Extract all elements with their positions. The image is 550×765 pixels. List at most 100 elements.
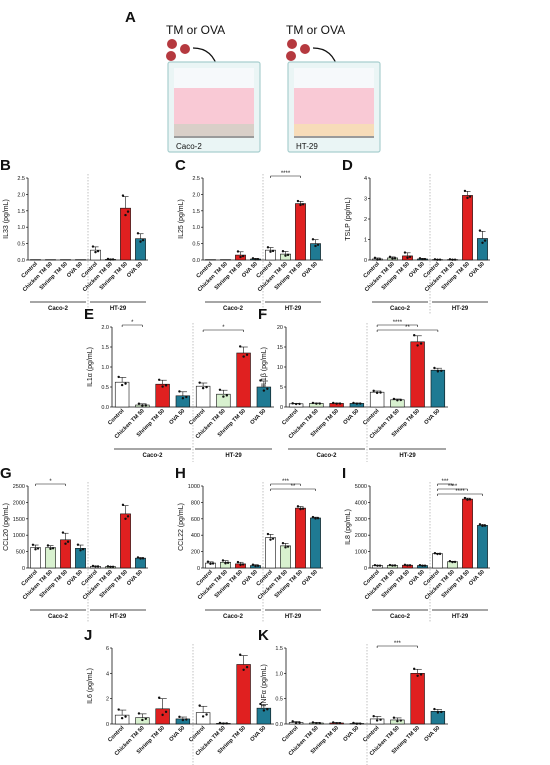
well-ht29: HT-29: [287, 61, 381, 153]
data-point: [241, 563, 245, 566]
group-label: HT-29: [285, 614, 302, 620]
category-label: Shrimp TM 50: [274, 261, 304, 291]
data-point: [406, 564, 409, 567]
data-point: [335, 722, 338, 725]
significance-label: ***: [441, 479, 449, 485]
bar: [114, 714, 130, 725]
data-point: [209, 562, 212, 566]
y-tick-label: 10: [277, 365, 283, 371]
particle-icon: [166, 51, 176, 61]
data-point: [66, 540, 70, 543]
data-point: [315, 402, 318, 405]
data-point: [31, 543, 35, 546]
data-point: [141, 557, 145, 560]
particle-icon: [167, 39, 177, 49]
data-point: [373, 563, 377, 567]
panel-label-a: A: [125, 9, 136, 26]
data-point: [262, 709, 266, 712]
data-point: [205, 385, 208, 389]
y-tick-label: 2: [364, 217, 367, 223]
group-label: Caco-2: [223, 306, 244, 312]
data-point: [281, 541, 285, 545]
data-point: [181, 718, 185, 722]
data-point: [338, 402, 342, 405]
bar: [195, 385, 211, 408]
data-point: [222, 395, 225, 398]
category-label: Shrimp TM 50: [39, 261, 69, 291]
data-point: [436, 711, 440, 714]
bar: [120, 513, 131, 569]
data-point: [311, 401, 315, 405]
y-tick-label: 1.0: [192, 225, 200, 231]
data-point: [433, 551, 437, 555]
data-point: [34, 548, 37, 551]
category-label: Shrimp TM 50: [214, 569, 244, 599]
data-point: [91, 245, 95, 248]
category-label: OVA 50: [126, 569, 144, 587]
y-tick-label: 2: [106, 697, 109, 703]
data-point: [481, 524, 484, 528]
panel-label: G: [0, 465, 12, 482]
bar: [280, 545, 291, 569]
data-point: [256, 564, 260, 567]
data-point: [161, 713, 164, 717]
y-axis-label: IL6 (pg/mL): [87, 668, 94, 704]
data-point: [388, 563, 392, 567]
bar: [310, 517, 321, 569]
data-point: [478, 523, 482, 526]
data-point: [388, 255, 392, 259]
category-label: OVA 50: [423, 408, 441, 426]
data-point: [393, 257, 397, 260]
category-label: OVA 50: [168, 725, 186, 743]
category-label: Control: [107, 725, 126, 744]
panel-label: H: [175, 465, 186, 482]
bar: [462, 195, 473, 261]
data-point: [463, 189, 467, 193]
y-tick-label: 600: [191, 517, 200, 523]
data-point: [91, 564, 95, 568]
data-point: [440, 710, 443, 714]
data-point: [61, 531, 65, 534]
data-point: [36, 547, 40, 550]
group-label: Caco-2: [390, 614, 411, 620]
data-point: [161, 385, 164, 388]
group-label: HT-29: [110, 614, 127, 620]
bar: [369, 391, 385, 408]
data-point: [318, 402, 322, 405]
data-point: [466, 498, 469, 501]
data-point: [94, 565, 97, 568]
bar: [236, 352, 251, 408]
bar: [295, 507, 306, 569]
data-point: [144, 717, 148, 721]
data-point: [242, 355, 245, 358]
data-point: [314, 517, 317, 520]
y-tick-label: 15: [277, 345, 283, 351]
data-point: [245, 665, 249, 669]
panel-label: B: [0, 157, 11, 174]
y-tick-label: 0: [106, 722, 109, 728]
data-point: [286, 545, 290, 548]
data-point: [96, 565, 100, 568]
data-point: [211, 562, 215, 565]
y-tick-label: 2.0: [17, 192, 25, 198]
data-point: [355, 722, 359, 725]
data-point: [124, 715, 127, 718]
y-tick-label: 4: [364, 176, 367, 182]
group-label: Caco-2: [223, 614, 244, 620]
y-tick-label: 0: [22, 566, 25, 572]
data-point: [222, 722, 225, 725]
group-label: HT-29: [225, 453, 242, 459]
data-point: [178, 390, 181, 393]
data-point: [271, 249, 275, 253]
category-label: OVA 50: [342, 408, 360, 426]
significance-label: *: [222, 325, 225, 331]
y-tick-label: 0.5: [17, 242, 25, 248]
significance-label: ***: [282, 479, 290, 485]
panel-label: D: [342, 157, 353, 174]
data-point: [117, 708, 120, 711]
category-label: Shrimp TM 50: [441, 569, 471, 599]
data-point: [392, 716, 396, 719]
